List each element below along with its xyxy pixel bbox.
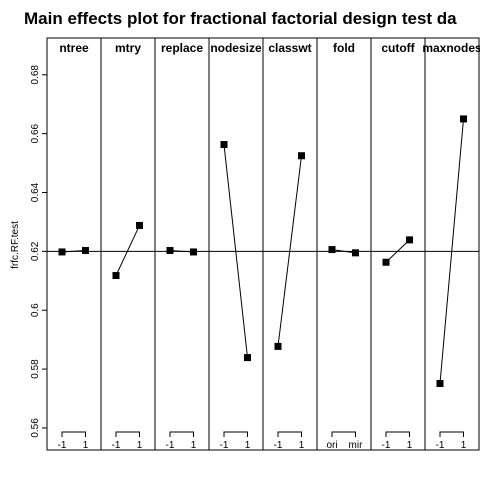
level-tick-label: 1 <box>191 440 197 451</box>
factor-label: nodesize <box>210 41 262 55</box>
effect-point <box>112 271 120 279</box>
effect-point <box>436 379 444 387</box>
level-tick-label: -1 <box>58 440 67 451</box>
level-tick-label: 1 <box>83 440 89 451</box>
y-tick-label: 0.64 <box>30 182 41 202</box>
effect-point <box>328 246 336 254</box>
y-tick-label: 0.56 <box>30 418 41 438</box>
y-tick-label: 0.68 <box>30 65 41 85</box>
effect-line <box>439 118 464 384</box>
level-bracket <box>61 431 86 437</box>
effect-line <box>169 249 194 253</box>
effect-point <box>406 236 413 244</box>
y-tick-label: 0.6 <box>30 303 41 317</box>
effect-line <box>115 225 140 276</box>
level-tick-label: -1 <box>382 440 391 451</box>
factor-label: classwt <box>268 41 311 55</box>
effect-point <box>82 246 89 254</box>
chart-title: Main effects plot for fractional factori… <box>24 9 457 28</box>
effect-point <box>382 258 390 266</box>
level-tick-label: -1 <box>166 440 175 451</box>
factor-label: fold <box>333 41 355 55</box>
effect-point <box>244 354 251 362</box>
y-tick-label: 0.58 <box>30 359 41 379</box>
level-bracket <box>169 431 194 437</box>
effect-point <box>136 221 143 229</box>
effect-point <box>298 152 305 160</box>
level-tick-label: -1 <box>220 440 229 451</box>
effect-point <box>190 248 197 256</box>
level-tick-label: -1 <box>436 440 445 451</box>
factor-label: maxnodes <box>422 41 480 55</box>
effect-point <box>460 115 467 123</box>
effect-line <box>61 249 86 253</box>
factor-label: mtry <box>115 41 141 55</box>
level-tick-label: mir <box>349 440 364 451</box>
effect-line <box>277 155 302 347</box>
level-tick-label: 1 <box>407 440 413 451</box>
level-bracket <box>385 431 410 437</box>
factor-label: cutoff <box>381 41 415 55</box>
y-axis-label: frfc.RF.test <box>10 221 21 269</box>
effect-point <box>220 141 228 149</box>
level-tick-label: ori <box>326 440 337 451</box>
effect-point <box>58 248 66 256</box>
level-tick-label: 1 <box>137 440 143 451</box>
effect-point <box>274 342 282 350</box>
level-tick-label: 1 <box>245 440 251 451</box>
level-bracket <box>115 431 140 437</box>
effect-point <box>352 249 359 257</box>
y-tick-label: 0.62 <box>30 241 41 261</box>
effect-line <box>331 249 356 254</box>
factor-label: ntree <box>59 41 89 55</box>
level-tick-label: -1 <box>112 440 121 451</box>
level-bracket <box>223 431 248 437</box>
factor-label: replace <box>161 41 203 55</box>
effect-point <box>166 246 174 254</box>
effect-line <box>385 239 410 263</box>
level-bracket <box>439 431 464 437</box>
level-bracket <box>331 431 356 437</box>
level-tick-label: -1 <box>274 440 283 451</box>
level-tick-label: 1 <box>299 440 305 451</box>
level-tick-label: 1 <box>461 440 467 451</box>
level-bracket <box>277 431 302 437</box>
effect-line <box>223 144 248 358</box>
y-tick-label: 0.66 <box>30 123 41 143</box>
